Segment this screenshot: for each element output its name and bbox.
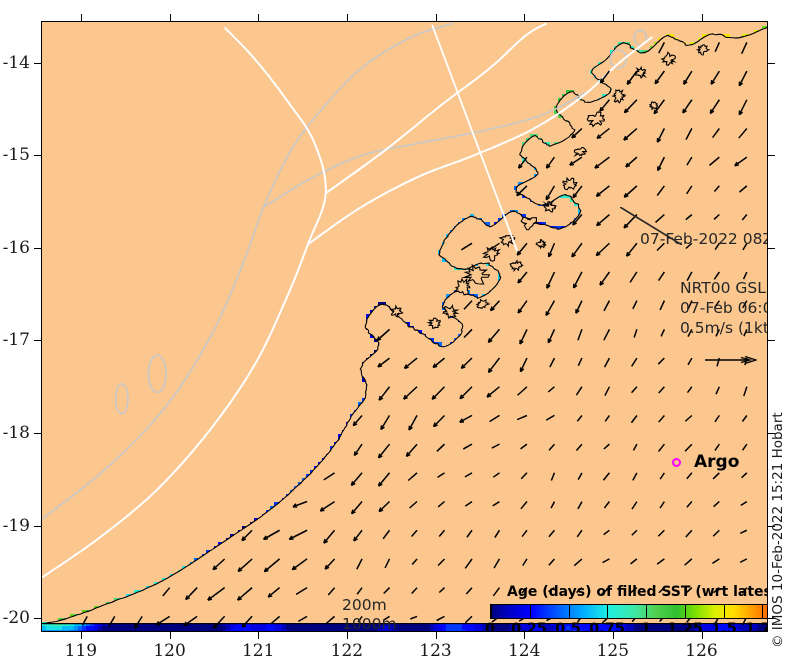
contours-and-current-vectors-layer bbox=[42, 22, 767, 631]
x-axis-tick bbox=[524, 632, 526, 639]
y-axis-tick bbox=[768, 247, 775, 249]
x-axis-tick bbox=[80, 632, 82, 639]
argo-marker-icon bbox=[672, 457, 681, 467]
x-axis-tick-label: 122 bbox=[330, 641, 364, 661]
argo-legend-label: Argo bbox=[694, 452, 740, 472]
y-axis-tick-label: -14 bbox=[2, 52, 30, 73]
x-axis-tick bbox=[346, 632, 348, 639]
depth-contour-200m-label: 200m bbox=[342, 596, 387, 614]
y-axis-tick bbox=[34, 432, 41, 434]
y-axis-tick bbox=[34, 247, 41, 249]
x-axis-tick-label: 120 bbox=[153, 641, 186, 661]
x-axis-tick bbox=[524, 14, 526, 21]
colorbar-gradient bbox=[490, 604, 767, 619]
depth-contour-legend: 200m 1000m bbox=[342, 596, 397, 632]
current-model-time: 07-Feb 06:00Z bbox=[680, 299, 767, 317]
x-axis-tick-label: 121 bbox=[241, 641, 275, 661]
x-axis-tick bbox=[612, 14, 614, 21]
colorbar-tick bbox=[723, 605, 725, 618]
timestamp-leader-line bbox=[620, 207, 682, 245]
x-axis-tick bbox=[258, 14, 260, 21]
y-axis-tick bbox=[768, 340, 775, 342]
y-axis-tick-label: -20 bbox=[2, 608, 30, 629]
y-axis-tick bbox=[768, 62, 775, 64]
y-axis-tick bbox=[34, 155, 41, 157]
y-axis-tick bbox=[768, 525, 775, 527]
x-axis-tick bbox=[258, 632, 260, 639]
x-axis-tick-label: 126 bbox=[685, 641, 718, 661]
x-axis-tick bbox=[169, 632, 171, 639]
x-axis-tick-label: 119 bbox=[64, 641, 98, 661]
colorbar-tick-label: 0.25 bbox=[511, 621, 547, 632]
x-axis-tick-label: 125 bbox=[596, 641, 630, 661]
colorbar-title: Age (days) of filled SST (wrt latest) bbox=[507, 584, 768, 600]
colorbar: Age (days) of filled SST (wrt latest) 0 0… bbox=[485, 584, 768, 632]
x-axis-tick bbox=[80, 14, 82, 21]
colorbar-tick bbox=[529, 605, 531, 618]
colorbar-tick bbox=[646, 605, 647, 618]
y-axis-tick-label: -16 bbox=[2, 237, 30, 258]
y-axis-tick bbox=[34, 62, 41, 64]
colorbar-tick-label: 0.5 bbox=[555, 621, 581, 632]
x-axis-tick bbox=[701, 632, 703, 639]
colorbar-tick bbox=[762, 605, 764, 618]
y-axis-tick bbox=[34, 618, 41, 620]
y-axis-tick-label: -19 bbox=[2, 515, 30, 536]
x-axis-tick bbox=[435, 632, 437, 639]
current-scale-label: 0.5m/s (1kt 24h) bbox=[680, 319, 768, 337]
colorbar-tick bbox=[684, 605, 686, 618]
x-axis-tick bbox=[435, 14, 437, 21]
colorbar-tick bbox=[491, 605, 492, 618]
colorbar-tick bbox=[568, 605, 570, 618]
colorbar-tick-label: 1.75 bbox=[745, 621, 767, 632]
y-axis-tick-label: -18 bbox=[2, 422, 30, 443]
copyright-notice: © IMOS 10-Feb-2022 15:21 Hobart bbox=[770, 412, 786, 648]
depth-contour-1000m-label: 1000m bbox=[342, 615, 397, 632]
x-axis-tick-label: 123 bbox=[419, 641, 452, 661]
x-axis-tick bbox=[612, 632, 614, 639]
current-model-annotation: NRT00 GSL 07-Feb 06:00Z 0.5m/s (1kt 24h) bbox=[680, 278, 768, 338]
y-axis-tick bbox=[768, 618, 775, 620]
colorbar-tick-marks bbox=[491, 605, 767, 618]
map-plot-area[interactable]: 07-Feb-2022 08Z NRT00 GSL 07-Feb 06:00Z … bbox=[41, 21, 768, 632]
x-axis-tick bbox=[701, 14, 703, 21]
x-axis-tick bbox=[346, 14, 348, 21]
satellite-pass-timestamp: 07-Feb-2022 08Z bbox=[640, 230, 768, 248]
colorbar-tick-label: 0 bbox=[484, 621, 496, 632]
y-axis-tick bbox=[34, 525, 41, 527]
y-axis-tick-label: -15 bbox=[2, 145, 30, 166]
x-axis-tick bbox=[169, 14, 171, 21]
argo-float-legend: Argo bbox=[672, 452, 739, 472]
colorbar-tick-label: 1 bbox=[640, 621, 652, 632]
current-scale-arrow-icon bbox=[705, 355, 757, 365]
y-axis-tick bbox=[34, 340, 41, 342]
current-model-name: NRT00 GSL bbox=[680, 279, 766, 297]
colorbar-tick-label: 0.75 bbox=[589, 621, 625, 632]
y-axis-tick-label: -17 bbox=[2, 330, 30, 351]
y-axis-tick bbox=[768, 432, 775, 434]
y-axis-tick bbox=[768, 155, 775, 157]
x-axis-tick-label: 124 bbox=[507, 641, 541, 661]
colorbar-tick-label: 1.25 bbox=[667, 621, 703, 632]
colorbar-tick bbox=[607, 605, 609, 618]
colorbar-tick-label: 1.5 bbox=[711, 621, 737, 632]
